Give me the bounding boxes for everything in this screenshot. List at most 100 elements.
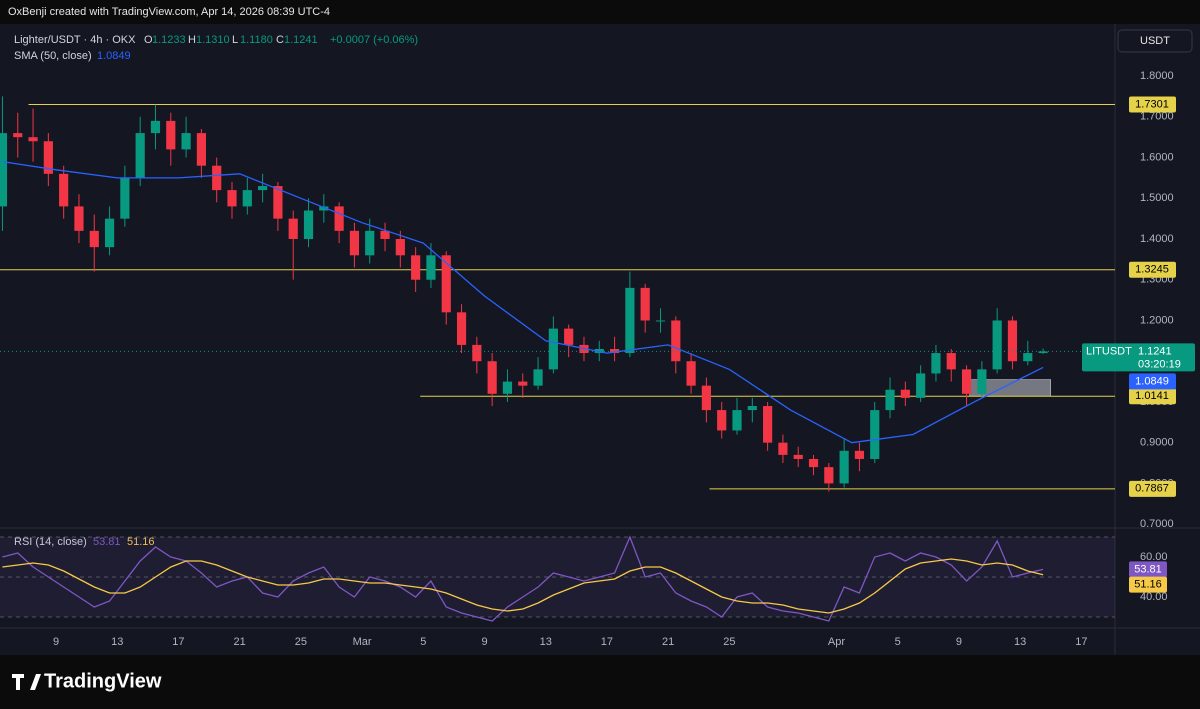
x-tick-label: 13 [540, 636, 552, 648]
candle-body [808, 458, 819, 468]
candle-body [150, 120, 161, 134]
logo: TradingView [12, 670, 162, 692]
x-tick-label: 9 [481, 636, 487, 648]
candle-body [104, 218, 115, 248]
rsi-ma-value: 51.16 [1134, 579, 1162, 591]
candle-body [43, 141, 53, 174]
x-tick-label: 17 [601, 636, 613, 648]
candle-body [472, 344, 482, 362]
logo-icon [12, 674, 41, 690]
candle-body [900, 389, 910, 398]
rsi-line [2, 535, 1044, 622]
sma-line [2, 160, 1044, 444]
x-tick-label: 21 [234, 636, 246, 648]
last-price-box [1082, 343, 1195, 372]
y-tick-label: 1.5000 [1140, 192, 1174, 204]
candle-body [931, 353, 941, 374]
change: +0.0007 (+0.06%) [330, 34, 418, 46]
x-tick-label: 9 [956, 636, 962, 648]
sma-price-box [1129, 373, 1176, 390]
candle-body [992, 320, 1002, 370]
candle-body [487, 361, 497, 394]
candle-body [625, 287, 635, 354]
candle-body [288, 218, 298, 240]
currency-button[interactable] [1117, 29, 1193, 53]
symbol-line: Lighter/USDT · 4h · OKX [14, 34, 136, 46]
candle-body [609, 348, 620, 354]
candle-body [793, 454, 803, 459]
candle-body [456, 312, 467, 345]
candle-body [717, 410, 727, 431]
candle-body [977, 369, 987, 394]
candle-body [686, 361, 696, 386]
rsi-ma-line [2, 558, 1044, 614]
rsi-tick-label: 40.00 [1140, 591, 1168, 603]
ohlc-value: 1.1233 [152, 34, 186, 46]
x-tick-label: Mar [353, 636, 372, 648]
ohlc-value: 1.1241 [284, 34, 318, 46]
level-label: 1.0141 [1135, 390, 1169, 402]
y-tick-label: 1.6000 [1140, 151, 1174, 163]
candle-body [824, 467, 834, 484]
y-tick-label: 1.2000 [1140, 314, 1174, 326]
candle-body [533, 369, 543, 386]
candle-body [349, 230, 360, 256]
candle-body [640, 287, 650, 321]
candle-body [28, 137, 38, 142]
level-label: 0.7867 [1135, 483, 1169, 495]
ohlc-key: L [232, 34, 238, 46]
level-label-box [1129, 96, 1176, 113]
rsi-value: 53.81 [1134, 563, 1162, 575]
candle-body [380, 230, 390, 240]
candle-body [120, 177, 130, 219]
y-tick-label: 0.9000 [1140, 437, 1174, 449]
candle-body [395, 239, 405, 256]
y-tick-label: 1.4000 [1140, 233, 1174, 245]
rsi-legend-ma: 51.16 [127, 536, 155, 548]
level-label-box [1129, 480, 1176, 497]
x-tick-label: 21 [662, 636, 674, 648]
ohlc-key: H [188, 34, 196, 46]
candle-body [166, 120, 176, 150]
candle-body [518, 381, 528, 386]
candle-body [1038, 351, 1048, 354]
rsi-value-box [1129, 561, 1167, 578]
candle-body [258, 186, 268, 191]
banner: OxBenji created with TradingView.com, Ap… [8, 6, 330, 18]
last-symbol: LITUSDT [1086, 345, 1132, 357]
candle-body [655, 320, 666, 322]
candle-body [502, 381, 513, 394]
x-tick-label: 5 [895, 636, 901, 648]
candle-body [319, 206, 329, 211]
candle-body [181, 133, 191, 150]
candle-body [196, 133, 206, 166]
candle-body [1023, 353, 1033, 362]
currency-button-label[interactable]: USDT [1140, 35, 1170, 47]
candle-body [334, 206, 344, 231]
x-tick-label: 9 [53, 636, 59, 648]
level-label-box [1129, 388, 1176, 405]
candle-body [13, 133, 23, 138]
candle-body [671, 320, 681, 362]
x-tick-label: 25 [723, 636, 735, 648]
candle-body [548, 328, 558, 370]
candle-body [212, 165, 222, 191]
ohlc-key: O [144, 34, 153, 46]
candle-body [273, 186, 283, 219]
x-tick-label: Apr [828, 636, 845, 648]
y-tick-label: 1.7000 [1140, 111, 1174, 123]
ohlc-value: 1.1310 [196, 34, 230, 46]
logo-text: TradingView [44, 670, 162, 692]
x-tick-label: 17 [172, 636, 184, 648]
candle-body [303, 210, 314, 240]
x-tick-label: 13 [111, 636, 123, 648]
candle-body [426, 255, 436, 280]
rsi-ma-box [1129, 576, 1167, 593]
x-tick-label: 17 [1075, 636, 1087, 648]
sma-price: 1.0849 [1135, 375, 1169, 387]
candle-body [916, 373, 926, 398]
x-tick-label: 5 [420, 636, 426, 648]
candle-body [870, 410, 880, 459]
candle-body [441, 255, 451, 313]
